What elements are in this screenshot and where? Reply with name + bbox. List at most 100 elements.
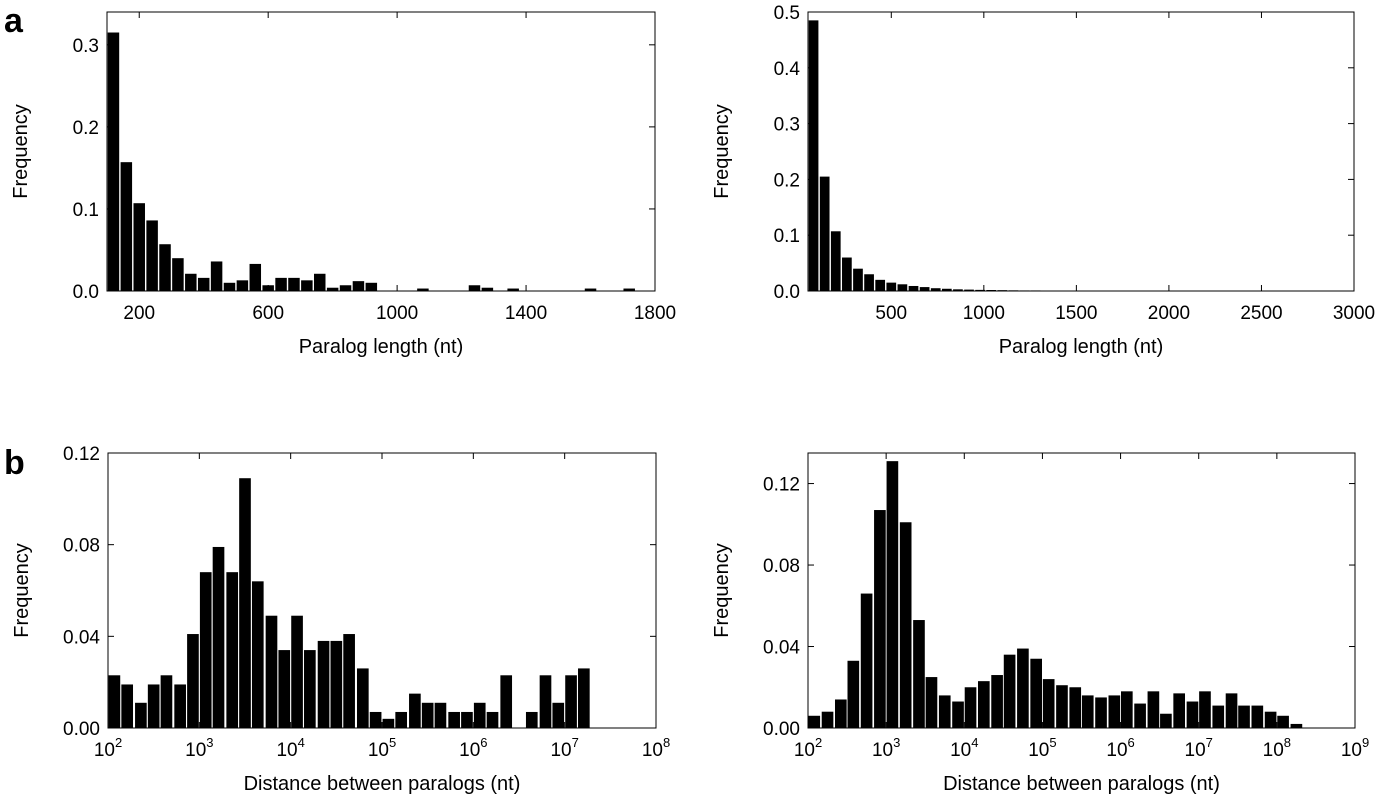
histogram-bar [1264, 711, 1277, 728]
x-tick-label: 500 [875, 303, 907, 324]
panel-label-a: a [4, 2, 24, 40]
histogram-bar [434, 702, 447, 728]
histogram-bar [330, 640, 343, 728]
histogram-bar [500, 675, 513, 728]
histogram-bar [875, 279, 886, 291]
x-axis-title: Distance between paralogs (nt) [244, 773, 521, 795]
histogram-bar [352, 281, 365, 291]
x-tick-label: 102 [794, 735, 822, 761]
histogram-bar [448, 711, 460, 728]
histogram-bar [975, 289, 985, 291]
x-tick-label: 3000 [1333, 303, 1375, 324]
x-tick-label: 109 [1341, 735, 1369, 761]
histogram-bar [421, 702, 434, 728]
x-tick-label: 200 [123, 303, 155, 324]
histogram-bar [486, 711, 499, 728]
histogram-bar [1238, 705, 1250, 728]
histogram-bar [147, 684, 160, 728]
histogram-bar [108, 675, 121, 728]
chart-paralog-length-left: 0.0 0.1 0.2 0.3 200 600 1000 1400 1800 Paralog le… [10, 11, 676, 358]
x-tick-label: 108 [642, 735, 670, 761]
histogram-bar [525, 711, 538, 728]
histogram-bar [874, 510, 886, 728]
x-axis-title: Paralog length (nt) [299, 336, 464, 358]
histogram-bar [468, 285, 481, 291]
histogram-bar [317, 640, 330, 728]
histogram-bar [249, 263, 262, 291]
histogram-bar [481, 287, 494, 291]
histogram-bar [1134, 703, 1146, 728]
histogram-bar [185, 273, 197, 291]
histogram-bar [326, 287, 339, 291]
histogram-bar [1056, 685, 1068, 728]
histogram-bar [172, 258, 184, 291]
histogram-bar [1199, 691, 1211, 728]
histogram-bar [301, 280, 313, 291]
histogram-bar [1225, 693, 1238, 728]
histogram-bar [1095, 697, 1107, 728]
histogram-bar [1290, 723, 1303, 728]
histogram-bar [365, 282, 378, 291]
y-tick-label: 0.5 [774, 3, 800, 24]
histogram-bar [265, 615, 278, 728]
x-tick-label: 105 [368, 735, 396, 761]
y-tick-label: 0.04 [63, 627, 100, 648]
histogram-bar [1017, 648, 1029, 728]
histogram-bar [899, 522, 912, 728]
histogram-bar [623, 288, 635, 291]
plot-frame [807, 11, 1355, 292]
histogram-bar [236, 280, 249, 291]
histogram-bar [808, 715, 821, 728]
histogram-bar [1108, 695, 1121, 728]
histogram-bar [160, 675, 173, 728]
x-axis-title: Distance between paralogs (nt) [943, 773, 1220, 795]
histogram-bar [212, 546, 225, 728]
histogram-bar [1081, 695, 1094, 728]
histogram-bar [1042, 679, 1055, 728]
histogram-bar [830, 231, 841, 291]
histogram-bar [821, 711, 834, 728]
x-tick-label: 2500 [1240, 303, 1282, 324]
histogram-bar [552, 702, 565, 728]
histogram-bar [210, 261, 223, 291]
y-axis-title: Frequency [711, 543, 733, 638]
x-tick-label: 1400 [505, 303, 547, 324]
histogram-bar [1121, 691, 1133, 728]
histogram-bar [369, 711, 382, 728]
panel-label-b: b [4, 444, 25, 482]
histogram-bar [382, 718, 395, 728]
x-tick-label: 106 [459, 735, 487, 761]
y-tick-label: 0.3 [73, 36, 99, 57]
histogram-bar [1160, 713, 1172, 728]
y-axis-title: Frequency [711, 104, 733, 199]
x-tick-label: 1500 [1055, 303, 1097, 324]
histogram-bar [199, 572, 212, 728]
y-tick-label: 0.0 [73, 282, 99, 303]
histogram-bar [886, 461, 899, 728]
chart-paralog-length-right: 0.0 0.1 0.2 0.3 0.4 0.5 500 1000 1500 2000 2500 300… [711, 3, 1375, 358]
x-tick-label: 104 [950, 735, 978, 761]
histogram-bar [978, 681, 990, 728]
y-axis-title: Frequency [10, 104, 32, 199]
histogram-bar [275, 277, 287, 291]
histogram-bar [819, 176, 830, 291]
histogram-bar [953, 289, 963, 291]
histogram-bar [565, 675, 577, 728]
histogram-bar [223, 282, 236, 291]
histogram-bar [847, 660, 860, 728]
histogram-bar [952, 701, 964, 728]
histogram-bar [356, 668, 369, 728]
histogram-bar [964, 687, 977, 728]
y-tick-label: 0.08 [763, 556, 800, 577]
histogram-bar [239, 478, 251, 728]
histogram-bar [304, 650, 316, 728]
histogram-bar [1030, 658, 1042, 728]
histogram-bar [395, 711, 408, 728]
histogram-bar [584, 288, 597, 291]
x-tick-label: 1000 [376, 303, 418, 324]
y-tick-label: 0.00 [763, 719, 800, 740]
x-tick-label: 107 [550, 735, 578, 761]
histogram-bar [121, 684, 134, 728]
histogram-bar [860, 593, 873, 728]
